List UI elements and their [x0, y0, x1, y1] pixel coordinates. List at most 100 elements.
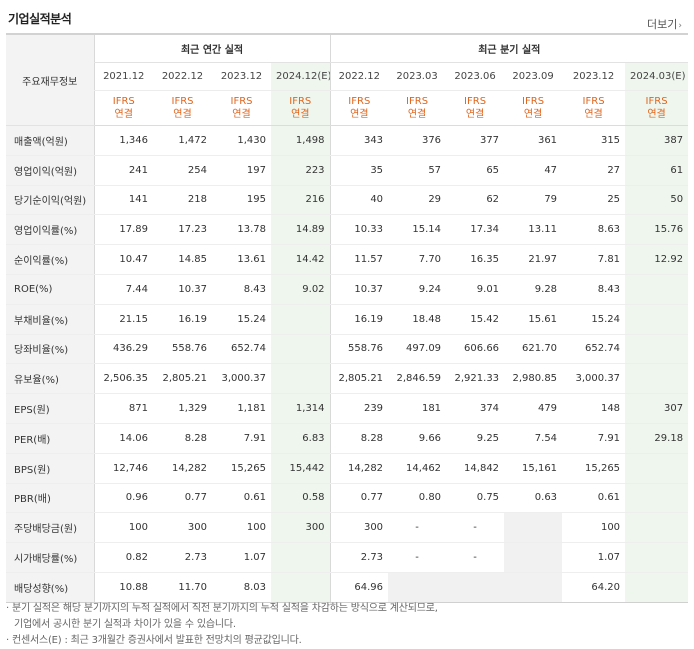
table-cell: 62 — [446, 185, 505, 216]
table-cell: 2,846.59 — [388, 363, 447, 395]
table-cell: 361 — [504, 125, 563, 156]
table-cell: 2,980.85 — [504, 363, 563, 395]
row-label: 당좌비율(%) — [6, 334, 94, 365]
table-cell: 27 — [562, 155, 626, 186]
table-cell: 100 — [562, 512, 626, 544]
ifrs-basis-label: IFRS 연결 — [562, 90, 626, 126]
ifrs-basis-label: IFRS 연결 — [212, 90, 271, 126]
period-header: 2021.12 — [93, 62, 153, 91]
table-cell: 0.80 — [388, 483, 447, 514]
table-row: 영업이익률(%) 17.89 17.23 13.78 14.89 10.33 15.14 17… — [6, 214, 689, 246]
row-label: 부채비율(%) — [6, 304, 94, 335]
footnotes: · 분기 실적은 해당 분기까지의 누적 실적에서 직전 분기까지의 누적 실적… — [6, 601, 438, 649]
table-cell: - — [446, 542, 505, 573]
ifrs-basis-label: IFRS 연결 — [504, 90, 563, 126]
table-cell: 14,282 — [329, 453, 389, 484]
table-cell: 15,265 — [212, 453, 271, 484]
ifrs-basis-label: IFRS 연결 — [93, 90, 153, 126]
table-cell: 1,472 — [153, 125, 212, 156]
table-cell: 8.28 — [153, 423, 212, 454]
table-cell: 13.78 — [212, 214, 271, 246]
financial-summary-table: 주요재무정보 최근 연간 실적 최근 분기 실적 2021.12 2022.12 2… — [6, 33, 689, 603]
ifrs-label: IFRS — [171, 96, 194, 107]
table-cell: 1,181 — [212, 393, 271, 424]
row-label: 매출액(억원) — [6, 125, 94, 156]
table-cell: 300 — [153, 512, 212, 544]
more-link-label[interactable]: 더보기 — [647, 18, 678, 31]
consolidated-label: 연결 — [584, 109, 603, 120]
table-cell: 13.61 — [212, 244, 271, 275]
table-cell: 1.07 — [212, 542, 271, 573]
table-cell — [625, 334, 689, 365]
table-cell: 387 — [625, 125, 689, 156]
table-cell: 216 — [271, 185, 331, 216]
table-cell: 12,746 — [93, 453, 153, 484]
footnote-line: · 컨센서스(E) : 최근 3개월간 증권사에서 발표한 전망치의 평균값입니… — [6, 635, 302, 646]
section-title: 기업실적분석 — [8, 12, 72, 26]
table-cell: 254 — [153, 155, 212, 186]
row-label: BPS(원) — [6, 453, 94, 484]
table-cell: 606.66 — [446, 334, 505, 365]
table-row: PBR(배) 0.96 0.77 0.61 0.58 0.77 0.80 0.75 0.63 0.… — [6, 483, 689, 514]
table-cell: 17.89 — [93, 214, 153, 246]
row-header-label: 주요재무정보 — [6, 33, 94, 126]
table-cell: 3,000.37 — [562, 363, 626, 395]
row-label: 영업이익률(%) — [6, 214, 94, 246]
table-cell: 9.28 — [504, 274, 563, 305]
row-label: 순이익률(%) — [6, 244, 94, 275]
ifrs-basis-label: IFRS 연결 — [271, 90, 331, 126]
table-cell: 621.70 — [504, 334, 563, 365]
consolidated-label: 연결 — [350, 109, 369, 120]
period-header: 2023.03 — [388, 62, 447, 91]
table-cell: 8.63 — [562, 214, 626, 246]
table-cell — [271, 542, 331, 573]
table-cell: 61 — [625, 155, 689, 186]
table-cell: 14,282 — [153, 453, 212, 484]
table-cell: 1,314 — [271, 393, 331, 424]
more-link[interactable]: 더보기› — [647, 16, 682, 32]
table-cell: 10.47 — [93, 244, 153, 275]
table-cell: 2.73 — [153, 542, 212, 573]
table-cell: 18.48 — [388, 304, 447, 335]
row-label: 당기순이익(억원) — [6, 185, 94, 216]
table-cell: 9.01 — [446, 274, 505, 305]
ifrs-basis-label: IFRS 연결 — [329, 90, 389, 126]
consolidated-label: 연결 — [173, 109, 192, 120]
table-cell: 15.24 — [212, 304, 271, 335]
table-cell: 2,805.21 — [329, 363, 389, 395]
table-cell: 436.29 — [93, 334, 153, 365]
row-label: ROE(%) — [6, 274, 94, 305]
table-cell: 0.96 — [93, 483, 153, 514]
table-cell — [625, 572, 689, 603]
table-row: 당기순이익(억원) 141 218 195 216 40 29 62 79 25 50 — [6, 185, 689, 216]
table-cell: 35 — [329, 155, 389, 186]
table-cell: 8.43 — [562, 274, 626, 305]
table-cell: 1,430 — [212, 125, 271, 156]
period-header: 2024.12(E) — [271, 62, 331, 91]
annual-group-header: 최근 연간 실적 — [93, 33, 331, 63]
table-cell — [446, 572, 505, 603]
table-cell: 40 — [329, 185, 389, 216]
table-cell: 239 — [329, 393, 389, 424]
table-cell: 652.74 — [212, 334, 271, 365]
table-cell: 871 — [93, 393, 153, 424]
ifrs-label: IFRS — [348, 96, 371, 107]
table-cell: 21.15 — [93, 304, 153, 335]
table-cell: 17.23 — [153, 214, 212, 246]
table-cell: 0.82 — [93, 542, 153, 573]
table-cell: 197 — [212, 155, 271, 186]
row-label: 시가배당률(%) — [6, 542, 94, 573]
table-cell: 0.61 — [562, 483, 626, 514]
consolidated-label: 연결 — [465, 109, 485, 120]
table-cell: 10.37 — [329, 274, 389, 305]
footnote-line: · 분기 실적은 해당 분기까지의 누적 실적에서 직전 분기까지의 누적 실적… — [6, 603, 438, 614]
table-cell: 218 — [153, 185, 212, 216]
table-cell: 50 — [625, 185, 689, 216]
table-cell: 8.03 — [212, 572, 271, 603]
table-cell: 14.85 — [153, 244, 212, 275]
consolidated-label: 연결 — [232, 109, 251, 120]
row-label: 배당성향(%) — [6, 572, 94, 603]
table-row: BPS(원) 12,746 14,282 15,265 15,442 14,282 14,4… — [6, 453, 689, 484]
table-cell: 7.91 — [562, 423, 626, 454]
table-cell — [271, 363, 331, 395]
